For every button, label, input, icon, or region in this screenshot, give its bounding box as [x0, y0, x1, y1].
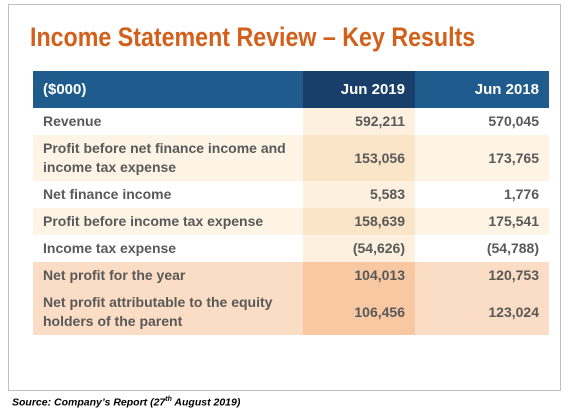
value-cell: 570,045	[415, 108, 549, 135]
table-row: Profit before income tax expense 158,639 1…	[33, 208, 549, 235]
row-label: Revenue	[33, 108, 303, 135]
column-header: Jun 2019	[303, 71, 415, 108]
value-cell: 592,211	[303, 108, 415, 135]
value-cell: (54,626)	[303, 235, 415, 262]
table-row: Income tax expense (54,626) (54,788)	[33, 235, 549, 262]
table-row: Net profit attributable to the equity ho…	[33, 289, 549, 335]
row-label: Net profit for the year	[33, 262, 303, 289]
source-superscript: th	[165, 396, 172, 403]
value-cell: 5,583	[303, 181, 415, 208]
value-cell: 153,056	[303, 135, 415, 181]
value-cell: 106,456	[303, 289, 415, 335]
table-row: Profit before net finance income and inc…	[33, 135, 549, 181]
source-text: August 2019)	[171, 396, 241, 409]
row-label: Income tax expense	[33, 235, 303, 262]
source-text: Source: Company’s Report (27	[12, 396, 166, 409]
column-header: ($000)	[33, 71, 303, 108]
value-cell: 120,753	[415, 262, 549, 289]
row-label: Net finance income	[33, 181, 303, 208]
table-row: Net profit for the year 104,013 120,753	[33, 262, 549, 289]
title: Income Statement Review – Key Results	[30, 22, 476, 52]
value-cell: 175,541	[415, 208, 549, 235]
row-label: Profit before income tax expense	[33, 208, 303, 235]
value-cell: (54,788)	[415, 235, 549, 262]
income-table: ($000) Jun 2019 Jun 2018 Revenue 592,211 5…	[33, 71, 549, 335]
value-cell: 123,024	[415, 289, 549, 335]
slide-frame	[8, 4, 561, 391]
source-note: Source: Company’s Report (27th August 20…	[12, 396, 240, 409]
row-label: Net profit attributable to the equity ho…	[33, 289, 303, 335]
row-label: Profit before net finance income and inc…	[33, 135, 303, 181]
value-cell: 104,013	[303, 262, 415, 289]
table-row: Net finance income 5,583 1,776	[33, 181, 549, 208]
table-body: Revenue 592,211 570,045 Profit before net f…	[33, 108, 549, 335]
header-row: ($000) Jun 2019 Jun 2018	[33, 71, 549, 108]
value-cell: 1,776	[415, 181, 549, 208]
column-header: Jun 2018	[415, 71, 549, 108]
value-cell: 158,639	[303, 208, 415, 235]
table-row: Revenue 592,211 570,045	[33, 108, 549, 135]
value-cell: 173,765	[415, 135, 549, 181]
